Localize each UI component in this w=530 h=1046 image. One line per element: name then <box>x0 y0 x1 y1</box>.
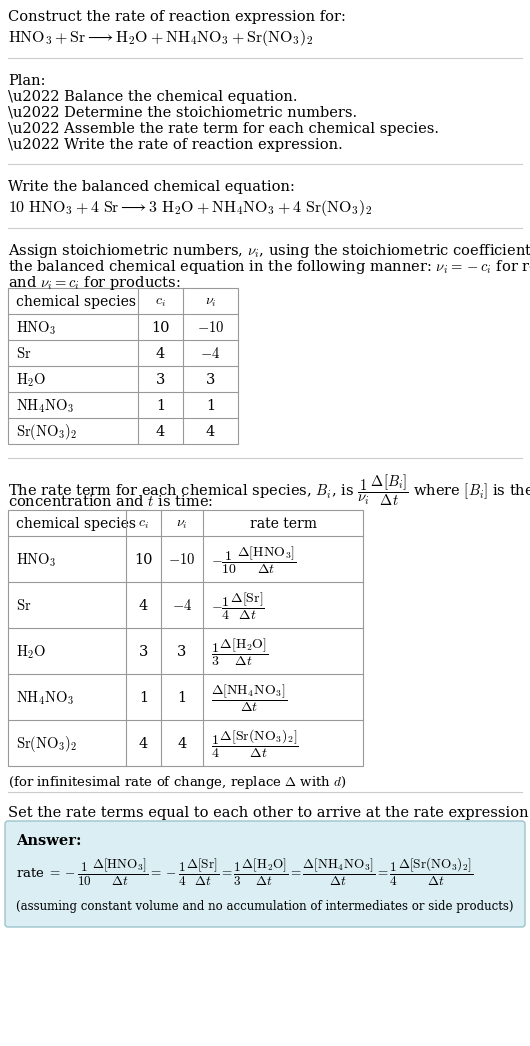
Text: \u2022 Balance the chemical equation.: \u2022 Balance the chemical equation. <box>8 90 297 104</box>
FancyBboxPatch shape <box>5 821 525 927</box>
Text: Construct the rate of reaction expression for:: Construct the rate of reaction expressio… <box>8 10 346 24</box>
Text: 4: 4 <box>178 737 187 751</box>
Text: 4: 4 <box>139 599 148 613</box>
Text: 3: 3 <box>139 645 148 659</box>
Text: (for infinitesimal rate of change, replace $\Delta$ with $d$): (for infinitesimal rate of change, repla… <box>8 774 346 791</box>
Text: $\dfrac{\Delta[\mathrm{NH_4NO_3}]}{\Delta t}$: $\dfrac{\Delta[\mathrm{NH_4NO_3}]}{\Delt… <box>211 682 287 713</box>
Text: $\mathrm{Sr(NO_3)_2}$: $\mathrm{Sr(NO_3)_2}$ <box>16 422 77 442</box>
Text: Assign stoichiometric numbers, $\nu_i$, using the stoichiometric coefficients, $: Assign stoichiometric numbers, $\nu_i$, … <box>8 242 530 260</box>
Text: $c_i$: $c_i$ <box>138 517 149 531</box>
Text: $\mathrm{Sr}$: $\mathrm{Sr}$ <box>16 598 31 614</box>
Text: $c_i$: $c_i$ <box>155 295 166 309</box>
Text: 1: 1 <box>206 399 215 413</box>
Text: chemical species: chemical species <box>16 517 136 531</box>
Text: 1: 1 <box>156 399 165 413</box>
Text: $\mathrm{H_2O}$: $\mathrm{H_2O}$ <box>16 371 46 389</box>
Bar <box>8 510 363 766</box>
Text: \u2022 Assemble the rate term for each chemical species.: \u2022 Assemble the rate term for each c… <box>8 122 439 136</box>
Text: $-4$: $-4$ <box>172 598 192 614</box>
Text: $-10$: $-10$ <box>169 552 196 568</box>
Text: $\nu_i$: $\nu_i$ <box>176 517 188 531</box>
Text: $-\dfrac{1}{10}\dfrac{\Delta[\mathrm{HNO_3}]}{\Delta t}$: $-\dfrac{1}{10}\dfrac{\Delta[\mathrm{HNO… <box>211 544 297 575</box>
Text: Plan:: Plan: <box>8 74 46 88</box>
Text: 3: 3 <box>178 645 187 659</box>
Text: rate $= -\dfrac{1}{10}\dfrac{\Delta[\mathrm{HNO_3}]}{\Delta t} = -\dfrac{1}{4}\d: rate $= -\dfrac{1}{10}\dfrac{\Delta[\mat… <box>16 856 473 888</box>
Text: $\mathrm{Sr}$: $\mathrm{Sr}$ <box>16 346 31 362</box>
Text: 4: 4 <box>156 425 165 439</box>
Text: Answer:: Answer: <box>16 834 82 848</box>
Text: $\mathrm{10\ HNO_3 + 4\ Sr \longrightarrow 3\ H_2O + NH_4NO_3 + 4\ Sr(NO_3)_2}$: $\mathrm{10\ HNO_3 + 4\ Sr \longrightarr… <box>8 198 372 218</box>
Text: $\mathrm{Sr(NO_3)_2}$: $\mathrm{Sr(NO_3)_2}$ <box>16 734 77 754</box>
Text: 3: 3 <box>206 373 215 387</box>
Text: 3: 3 <box>156 373 165 387</box>
Text: $\mathrm{HNO_3}$: $\mathrm{HNO_3}$ <box>16 551 57 569</box>
Text: the balanced chemical equation in the following manner: $\nu_i = -c_i$ for react: the balanced chemical equation in the fo… <box>8 258 530 276</box>
Text: $-4$: $-4$ <box>200 346 220 362</box>
Text: rate term: rate term <box>250 517 316 531</box>
Text: The rate term for each chemical species, $B_i$, is $\dfrac{1}{\nu_i}\dfrac{\Delt: The rate term for each chemical species,… <box>8 472 530 507</box>
Text: Write the balanced chemical equation:: Write the balanced chemical equation: <box>8 180 295 194</box>
Text: 4: 4 <box>206 425 215 439</box>
Text: $\dfrac{1}{3}\dfrac{\Delta[\mathrm{H_2O}]}{\Delta t}$: $\dfrac{1}{3}\dfrac{\Delta[\mathrm{H_2O}… <box>211 636 269 667</box>
Text: Set the rate terms equal to each other to arrive at the rate expression:: Set the rate terms equal to each other t… <box>8 806 530 820</box>
Text: $\mathrm{NH_4NO_3}$: $\mathrm{NH_4NO_3}$ <box>16 397 74 415</box>
Text: and $\nu_i = c_i$ for products:: and $\nu_i = c_i$ for products: <box>8 274 180 292</box>
Text: $\mathrm{HNO_3 + Sr \longrightarrow H_2O + NH_4NO_3 + Sr(NO_3)_2}$: $\mathrm{HNO_3 + Sr \longrightarrow H_2O… <box>8 28 314 48</box>
Text: $\mathrm{NH_4NO_3}$: $\mathrm{NH_4NO_3}$ <box>16 689 74 707</box>
Text: \u2022 Determine the stoichiometric numbers.: \u2022 Determine the stoichiometric numb… <box>8 106 357 120</box>
Text: concentration and $t$ is time:: concentration and $t$ is time: <box>8 494 213 509</box>
Text: $-\dfrac{1}{4}\dfrac{\Delta[\mathrm{Sr}]}{\Delta t}$: $-\dfrac{1}{4}\dfrac{\Delta[\mathrm{Sr}]… <box>211 590 265 621</box>
Text: chemical species: chemical species <box>16 295 136 309</box>
Text: $\dfrac{1}{4}\dfrac{\Delta[\mathrm{Sr(NO_3)_2}]}{\Delta t}$: $\dfrac{1}{4}\dfrac{\Delta[\mathrm{Sr(NO… <box>211 728 299 760</box>
Text: 4: 4 <box>156 347 165 361</box>
Text: 10: 10 <box>134 553 153 567</box>
Text: 1: 1 <box>178 691 187 705</box>
Text: $\nu_i$: $\nu_i$ <box>205 295 216 309</box>
Text: (assuming constant volume and no accumulation of intermediates or side products): (assuming constant volume and no accumul… <box>16 900 514 913</box>
Text: \u2022 Write the rate of reaction expression.: \u2022 Write the rate of reaction expres… <box>8 138 343 152</box>
Text: 1: 1 <box>139 691 148 705</box>
Text: $-10$: $-10$ <box>197 320 224 336</box>
Text: $\mathrm{H_2O}$: $\mathrm{H_2O}$ <box>16 643 46 661</box>
Text: $\mathrm{HNO_3}$: $\mathrm{HNO_3}$ <box>16 319 57 337</box>
Text: 10: 10 <box>151 321 170 335</box>
Bar <box>8 288 238 444</box>
Text: 4: 4 <box>139 737 148 751</box>
